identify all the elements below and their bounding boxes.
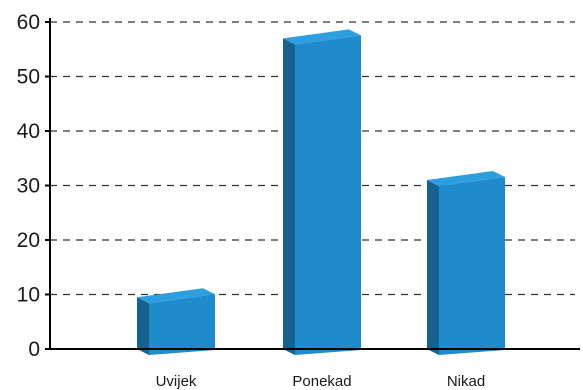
bar-front [295, 35, 361, 355]
bars [137, 29, 505, 355]
x-category-label: Nikad [447, 373, 485, 390]
y-tick-label: 60 [17, 11, 40, 34]
y-tick-label: 0 [28, 338, 40, 361]
y-tick-label: 30 [17, 175, 40, 198]
y-tick-label: 50 [17, 66, 40, 89]
bar-front [149, 294, 215, 355]
bar-side [283, 38, 295, 355]
bar-top [137, 288, 215, 304]
y-tick-label: 10 [17, 284, 40, 307]
y-tick-label: 40 [17, 120, 40, 143]
bar-top [427, 171, 505, 187]
bar-nikad [427, 171, 505, 355]
bar-side [137, 297, 149, 355]
y-tick-label: 20 [17, 229, 40, 252]
y-axis-ticks: 0 10 20 30 40 50 60 [17, 11, 50, 361]
bar-side [427, 180, 439, 355]
category-labels: Uvijek Ponekad Nikad [156, 373, 486, 390]
bar-ponekad [283, 29, 361, 355]
x-category-label: Uvijek [156, 373, 197, 390]
bar-uvijek [137, 288, 215, 355]
x-category-label: Ponekad [292, 373, 351, 390]
bar-top [283, 29, 361, 45]
bar-front [439, 177, 505, 355]
